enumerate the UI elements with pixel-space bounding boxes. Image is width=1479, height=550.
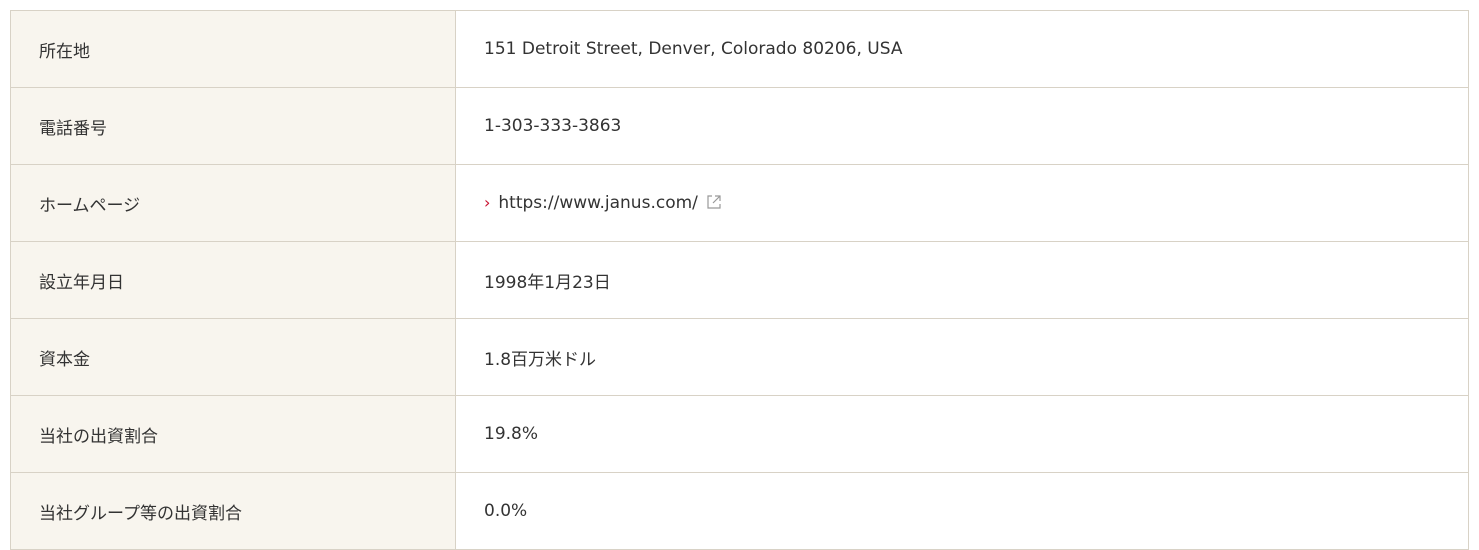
- table-row: 所在地 151 Detroit Street, Denver, Colorado …: [10, 10, 1469, 88]
- row-label: 電話番号: [10, 87, 456, 165]
- table-row: 資本金 1.8百万米ドル: [10, 318, 1469, 396]
- row-label: 当社グループ等の出資割合: [10, 472, 456, 550]
- row-value: 1.8百万米ドル: [455, 318, 1469, 396]
- value-text: 1998年1月23日: [484, 272, 611, 293]
- row-value: 0.0%: [455, 472, 1469, 550]
- row-value: 19.8%: [455, 395, 1469, 473]
- row-label: 所在地: [10, 10, 456, 88]
- row-label: 資本金: [10, 318, 456, 396]
- table-row: 設立年月日 1998年1月23日: [10, 241, 1469, 319]
- row-label: ホームページ: [10, 164, 456, 242]
- value-text: 1.8百万米ドル: [484, 349, 597, 370]
- value-text: 19.8%: [484, 424, 539, 444]
- row-value: › https://www.janus.com/: [455, 164, 1469, 242]
- table-row: 電話番号 1-303-333-3863: [10, 87, 1469, 165]
- value-text: 0.0%: [484, 501, 528, 521]
- value-text: 1-303-333-3863: [484, 116, 622, 136]
- link-arrow: ›: [484, 193, 491, 212]
- info-table: 所在地 151 Detroit Street, Denver, Colorado …: [10, 10, 1469, 550]
- row-value: 1-303-333-3863: [455, 87, 1469, 165]
- table-row: ホームページ › https://www.janus.com/: [10, 164, 1469, 242]
- row-value: 1998年1月23日: [455, 241, 1469, 319]
- homepage-link[interactable]: https://www.janus.com/: [498, 193, 698, 213]
- row-label: 設立年月日: [10, 241, 456, 319]
- value-text: 151 Detroit Street, Denver, Colorado 802…: [484, 39, 903, 59]
- table-body: 所在地 151 Detroit Street, Denver, Colorado …: [10, 10, 1469, 550]
- external-icon: [707, 195, 721, 209]
- table-row: 当社の出資割合 19.8%: [10, 395, 1469, 473]
- table-row: 当社グループ等の出資割合 0.0%: [10, 472, 1469, 550]
- row-value: 151 Detroit Street, Denver, Colorado 802…: [455, 10, 1469, 88]
- row-label: 当社の出資割合: [10, 395, 456, 473]
- info-table-wrap: 所在地 151 Detroit Street, Denver, Colorado …: [10, 10, 1469, 550]
